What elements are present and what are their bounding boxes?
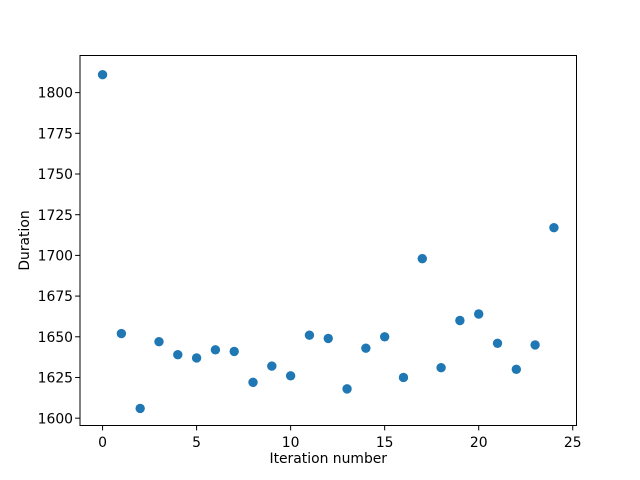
y-tick-label: 1725: [38, 208, 73, 224]
scatter-points: [97, 70, 559, 414]
y-tick-label: 1600: [38, 411, 73, 427]
scatter-point: [379, 332, 390, 342]
scatter-point: [210, 345, 221, 355]
y-tick-label: 1700: [38, 248, 73, 264]
x-tick-label: 5: [192, 435, 201, 451]
scatter-point: [530, 340, 540, 350]
x-axis-ticks: 0 5 10 15 20 25: [98, 425, 582, 451]
y-tick-label: 1800: [38, 86, 73, 102]
x-tick-label: 10: [282, 435, 300, 451]
plot-frame: [79, 55, 577, 426]
x-axis-label: Iteration number: [269, 451, 387, 467]
x-tick-label: 15: [376, 435, 394, 451]
scatter-point: [248, 377, 258, 388]
y-axis-ticks: 1600 1625 1650 1675 1700 1725 1750 1775 1800: [38, 86, 80, 427]
scatter-point: [511, 364, 522, 375]
y-tick-label: 1650: [38, 330, 73, 346]
scatter-point: [191, 353, 202, 363]
scatter-point: [116, 328, 127, 339]
plot-area-background: [80, 55, 577, 426]
scatter-point: [474, 309, 484, 319]
x-tick-label: 25: [564, 435, 582, 451]
scatter-point: [398, 372, 409, 383]
y-tick-label: 1675: [38, 289, 73, 305]
scatter-point: [549, 223, 559, 233]
scatter-point: [436, 363, 446, 373]
scatter-point: [267, 361, 277, 371]
scatter-point: [323, 333, 333, 344]
scatter-point: [285, 371, 296, 381]
y-tick-label: 1775: [38, 126, 73, 142]
y-tick-label: 1625: [38, 371, 73, 387]
scatter-point: [455, 315, 465, 326]
scatter-point: [97, 70, 108, 80]
scatter-point: [492, 338, 503, 348]
x-tick-label: 20: [470, 435, 488, 451]
x-tick-label: 0: [98, 435, 107, 451]
y-axis-label: Duration: [17, 210, 33, 270]
scatter-point: [173, 349, 183, 360]
scatter-point: [229, 346, 239, 357]
scatter-point: [154, 336, 164, 347]
scatter-point: [417, 253, 427, 264]
scatter-point: [342, 384, 352, 394]
scatter-point: [304, 330, 315, 340]
scatter-point: [361, 343, 371, 353]
scatter-point: [135, 403, 145, 414]
y-tick-label: 1750: [38, 167, 73, 183]
